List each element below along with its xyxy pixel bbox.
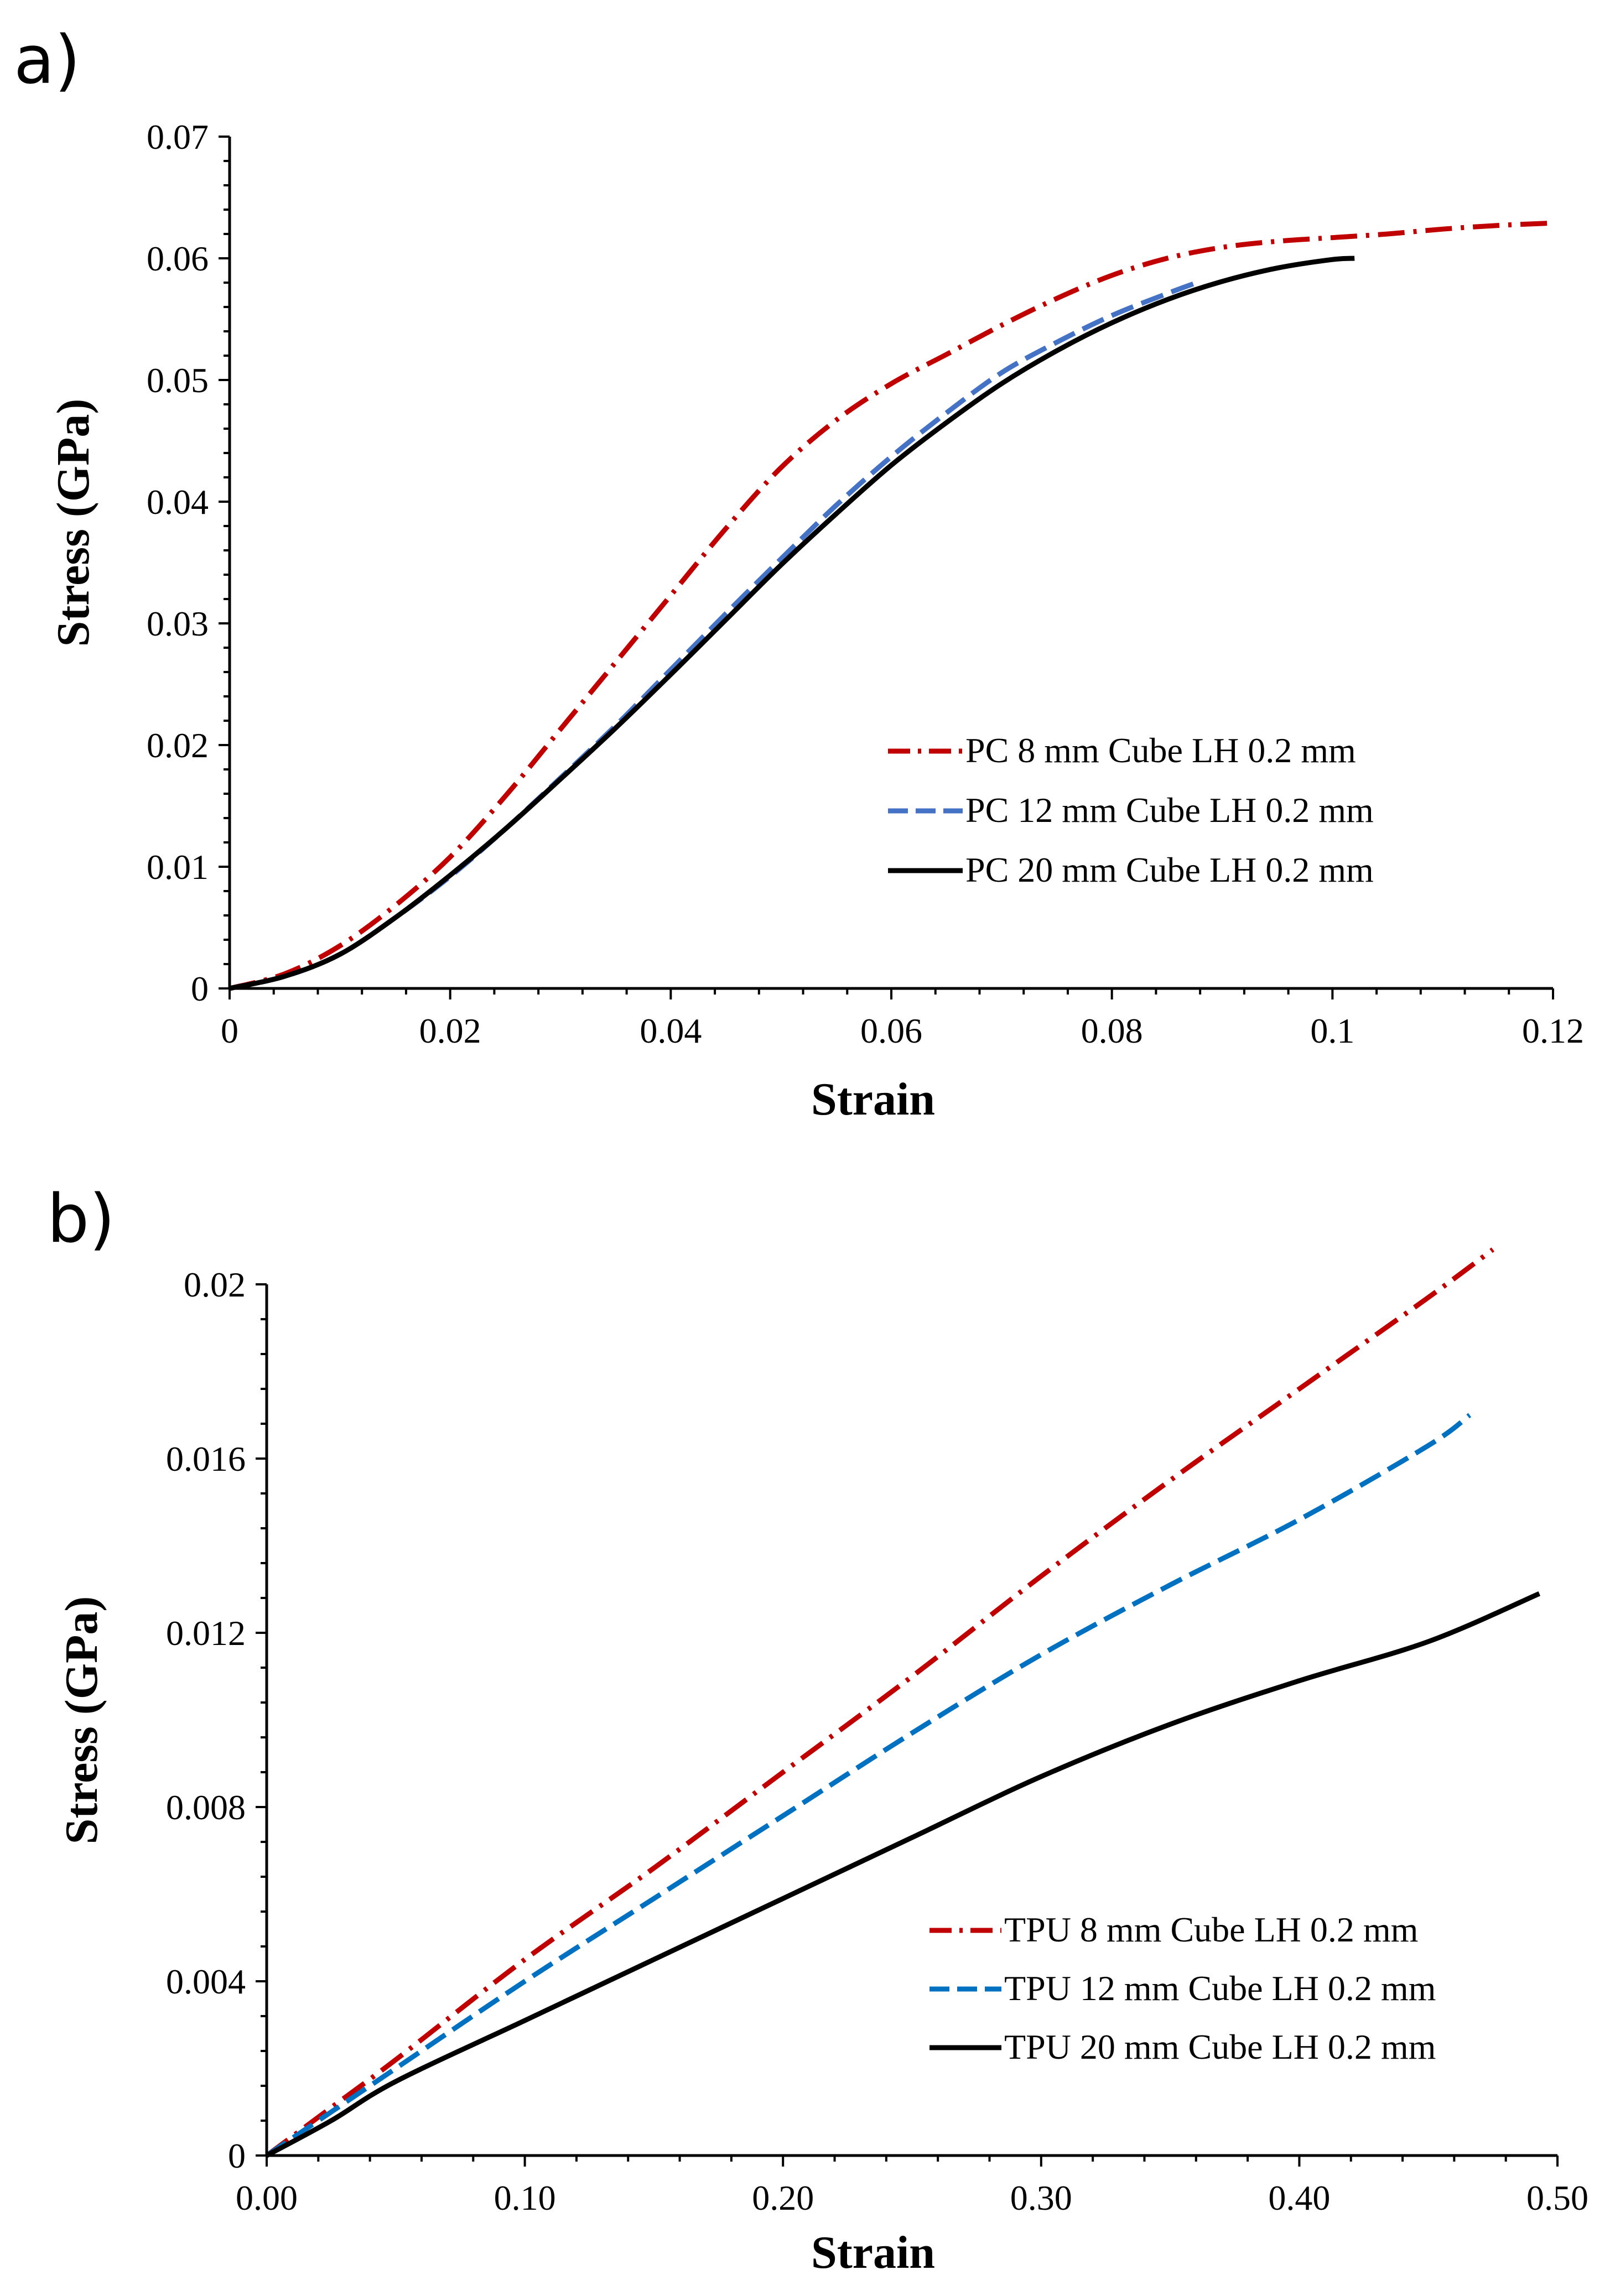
panel-b-x-tick-label: 0.10: [494, 2178, 556, 2217]
panel-b-x-tick-label: 0.50: [1526, 2178, 1588, 2217]
panel-b-y-tick-label: 0.004: [166, 1962, 246, 2001]
panel-b-y-tick-label: 0.02: [184, 1265, 246, 1304]
panel-a-series-line-2: [229, 279, 1201, 991]
panel-a-y-tick-label: 0.01: [147, 847, 209, 887]
panel-b-label: b): [47, 1181, 115, 1258]
panel-b-x-tick-label: 0.20: [752, 2178, 814, 2217]
panel-b-series-line-2: [265, 1413, 1472, 2158]
panel-a-x-tick-label: 0.12: [1522, 1011, 1584, 1050]
panel-b-y-axis-title: Stress (GPa): [56, 1596, 107, 1845]
panel-b-legend-label-1: TPU 8 mm Cube LH 0.2 mm: [1004, 1910, 1418, 1949]
panel-a-y-tick-label: 0.03: [147, 604, 209, 643]
panel-a-y-tick-label: 0.02: [147, 726, 209, 765]
chart-panel-a: a) 0 0.01 0.02 0.03 0.04 0.05 0.06 0.07 0 0.02 0.0…: [14, 22, 1584, 1125]
panel-a-x-tick-label: 0.06: [860, 1011, 922, 1050]
panel-a-y-tick-label: 0.04: [147, 482, 209, 522]
panel-b-x-tick-label: 0.40: [1268, 2178, 1330, 2217]
panel-a-x-tick-label: 0.04: [640, 1011, 702, 1050]
panel-a-x-tick-label: 0.1: [1310, 1011, 1354, 1050]
panel-a-x-tick-label: 0.02: [419, 1011, 481, 1050]
panel-a-label: a): [14, 22, 80, 99]
panel-a-y-tick-label: 0.07: [147, 117, 209, 157]
panel-a-legend-label-3: PC 20 mm Cube LH 0.2 mm: [965, 850, 1374, 889]
panel-b-legend-label-3: TPU 20 mm Cube LH 0.2 mm: [1004, 2027, 1436, 2066]
panel-a-y-axis-title: Stress (GPa): [48, 399, 99, 647]
chart-panel-b: b) 0 0.004 0.008 0.012 0.016 0.02 0.00 0.10 0.20…: [47, 1181, 1588, 2278]
panel-b-x-tick-label: 0.00: [236, 2178, 298, 2217]
panel-a-series-line-1: [229, 220, 1554, 991]
panel-b-x-axis-title: Strain: [811, 2227, 935, 2278]
panel-b-y-tick-label: 0.008: [166, 1788, 246, 1827]
panel-b-y-tick-label: 0.012: [166, 1613, 246, 1653]
panel-b-x-tick-label: 0.30: [1010, 2178, 1072, 2217]
panel-a-ticks: 0 0.01 0.02 0.03 0.04 0.05 0.06 0.07 0 0.02 0.04 0.…: [147, 117, 1584, 1050]
panel-b-y-tick-label: 0.016: [166, 1439, 246, 1478]
panel-b-legend-label-2: TPU 12 mm Cube LH 0.2 mm: [1004, 1969, 1436, 2008]
panel-a-series: [229, 220, 1554, 991]
panel-a-series-line-3: [229, 256, 1355, 991]
panel-b-ticks: 0 0.004 0.008 0.012 0.016 0.02 0.00 0.10 0.20 0.3…: [166, 1265, 1588, 2217]
panel-a-y-tick-label: 0.05: [147, 361, 209, 400]
panel-a-legend-label-1: PC 8 mm Cube LH 0.2 mm: [965, 731, 1356, 770]
panel-b-series: [265, 1247, 1541, 2158]
panel-a-x-axis-title: Strain: [811, 1074, 935, 1125]
panel-a-legend-label-2: PC 12 mm Cube LH 0.2 mm: [965, 790, 1374, 830]
panel-b-y-tick-label: 0: [228, 2136, 246, 2175]
panel-a-y-tick-label: 0: [191, 969, 209, 1008]
panel-a-legend: PC 8 mm Cube LH 0.2 mm PC 12 mm Cube LH 0…: [888, 731, 1374, 889]
panel-b-legend: TPU 8 mm Cube LH 0.2 mm TPU 12 mm Cube LH…: [929, 1910, 1436, 2066]
panel-a-y-tick-label: 0.06: [147, 239, 209, 278]
panel-a-x-tick-label: 0.08: [1081, 1011, 1143, 1050]
panel-a-x-tick-label: 0: [221, 1011, 238, 1050]
panel-b-series-line-3: [265, 1591, 1541, 2158]
panel-b-series-line-1: [265, 1247, 1494, 2158]
